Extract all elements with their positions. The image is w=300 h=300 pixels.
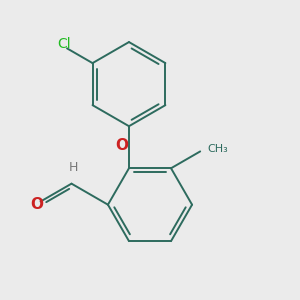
Text: H: H [69,161,78,174]
Text: O: O [115,139,128,154]
Text: O: O [30,197,43,212]
Text: Cl: Cl [57,37,70,51]
Text: CH₃: CH₃ [208,144,229,154]
